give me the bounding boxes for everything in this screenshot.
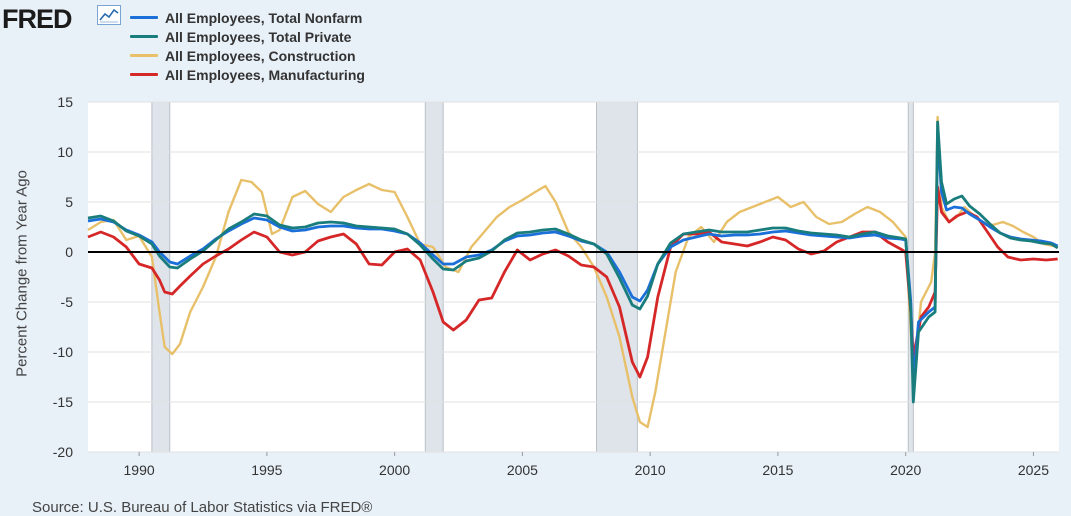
x-axis-ticks: 1990 1995 2000 2005 2010 2015 2020 2025 [124, 452, 1049, 478]
legend-swatch [130, 54, 158, 57]
y-tick-label: 15 [57, 94, 73, 110]
trend-chart-icon [97, 5, 121, 25]
fred-logo[interactable]: FRED [2, 4, 72, 34]
series-line-4 [87, 185, 1058, 379]
x-tick-label: 1990 [124, 462, 155, 478]
chart-header: FRED All Employees, Total Nonfarm All Emp… [0, 0, 1071, 92]
legend-swatch [130, 73, 158, 76]
y-tick-label: -10 [53, 344, 73, 360]
y-tick-label: -5 [61, 294, 74, 310]
legend-swatch [130, 16, 158, 19]
legend-item-4[interactable]: All Employees, Manufacturing [130, 65, 365, 84]
chart-legend: All Employees, Total Nonfarm All Employee… [130, 8, 365, 84]
x-tick-label: 2015 [762, 462, 793, 478]
x-tick-label: 2000 [379, 462, 410, 478]
y-tick-label: 0 [65, 244, 73, 260]
x-tick-label: 2020 [890, 462, 921, 478]
series-line-3 [87, 115, 1058, 429]
recession-band-3 [595, 101, 638, 453]
y-axis-ticks: 15 10 5 0 -5 -10 -15 -20 [53, 94, 73, 460]
legend-label: All Employees, Manufacturing [165, 66, 365, 83]
legend-swatch [130, 35, 158, 38]
y-tick-label: -20 [53, 444, 73, 460]
y-tick-label: -15 [53, 394, 73, 410]
legend-label: All Employees, Total Nonfarm [165, 9, 363, 26]
series-lines [87, 115, 1059, 429]
y-axis-label: Percent Change from Year Ago [13, 170, 31, 377]
y-tick-label: 10 [57, 144, 73, 160]
x-tick-label: 2010 [635, 462, 666, 478]
source-note: Source: U.S. Bureau of Labor Statistics … [32, 499, 373, 516]
legend-label: All Employees, Total Private [165, 28, 352, 45]
x-tick-label: 1995 [251, 462, 282, 478]
legend-item-2[interactable]: All Employees, Total Private [130, 27, 365, 46]
series-line-2 [87, 120, 1059, 404]
x-tick-label: 2005 [507, 462, 538, 478]
y-tick-label: 5 [65, 194, 73, 210]
x-tick-label: 2025 [1018, 462, 1049, 478]
plot-background [88, 102, 1059, 452]
legend-label: All Employees, Construction [165, 47, 356, 64]
legend-item-1[interactable]: All Employees, Total Nonfarm [130, 8, 365, 27]
legend-item-3[interactable]: All Employees, Construction [130, 46, 365, 65]
